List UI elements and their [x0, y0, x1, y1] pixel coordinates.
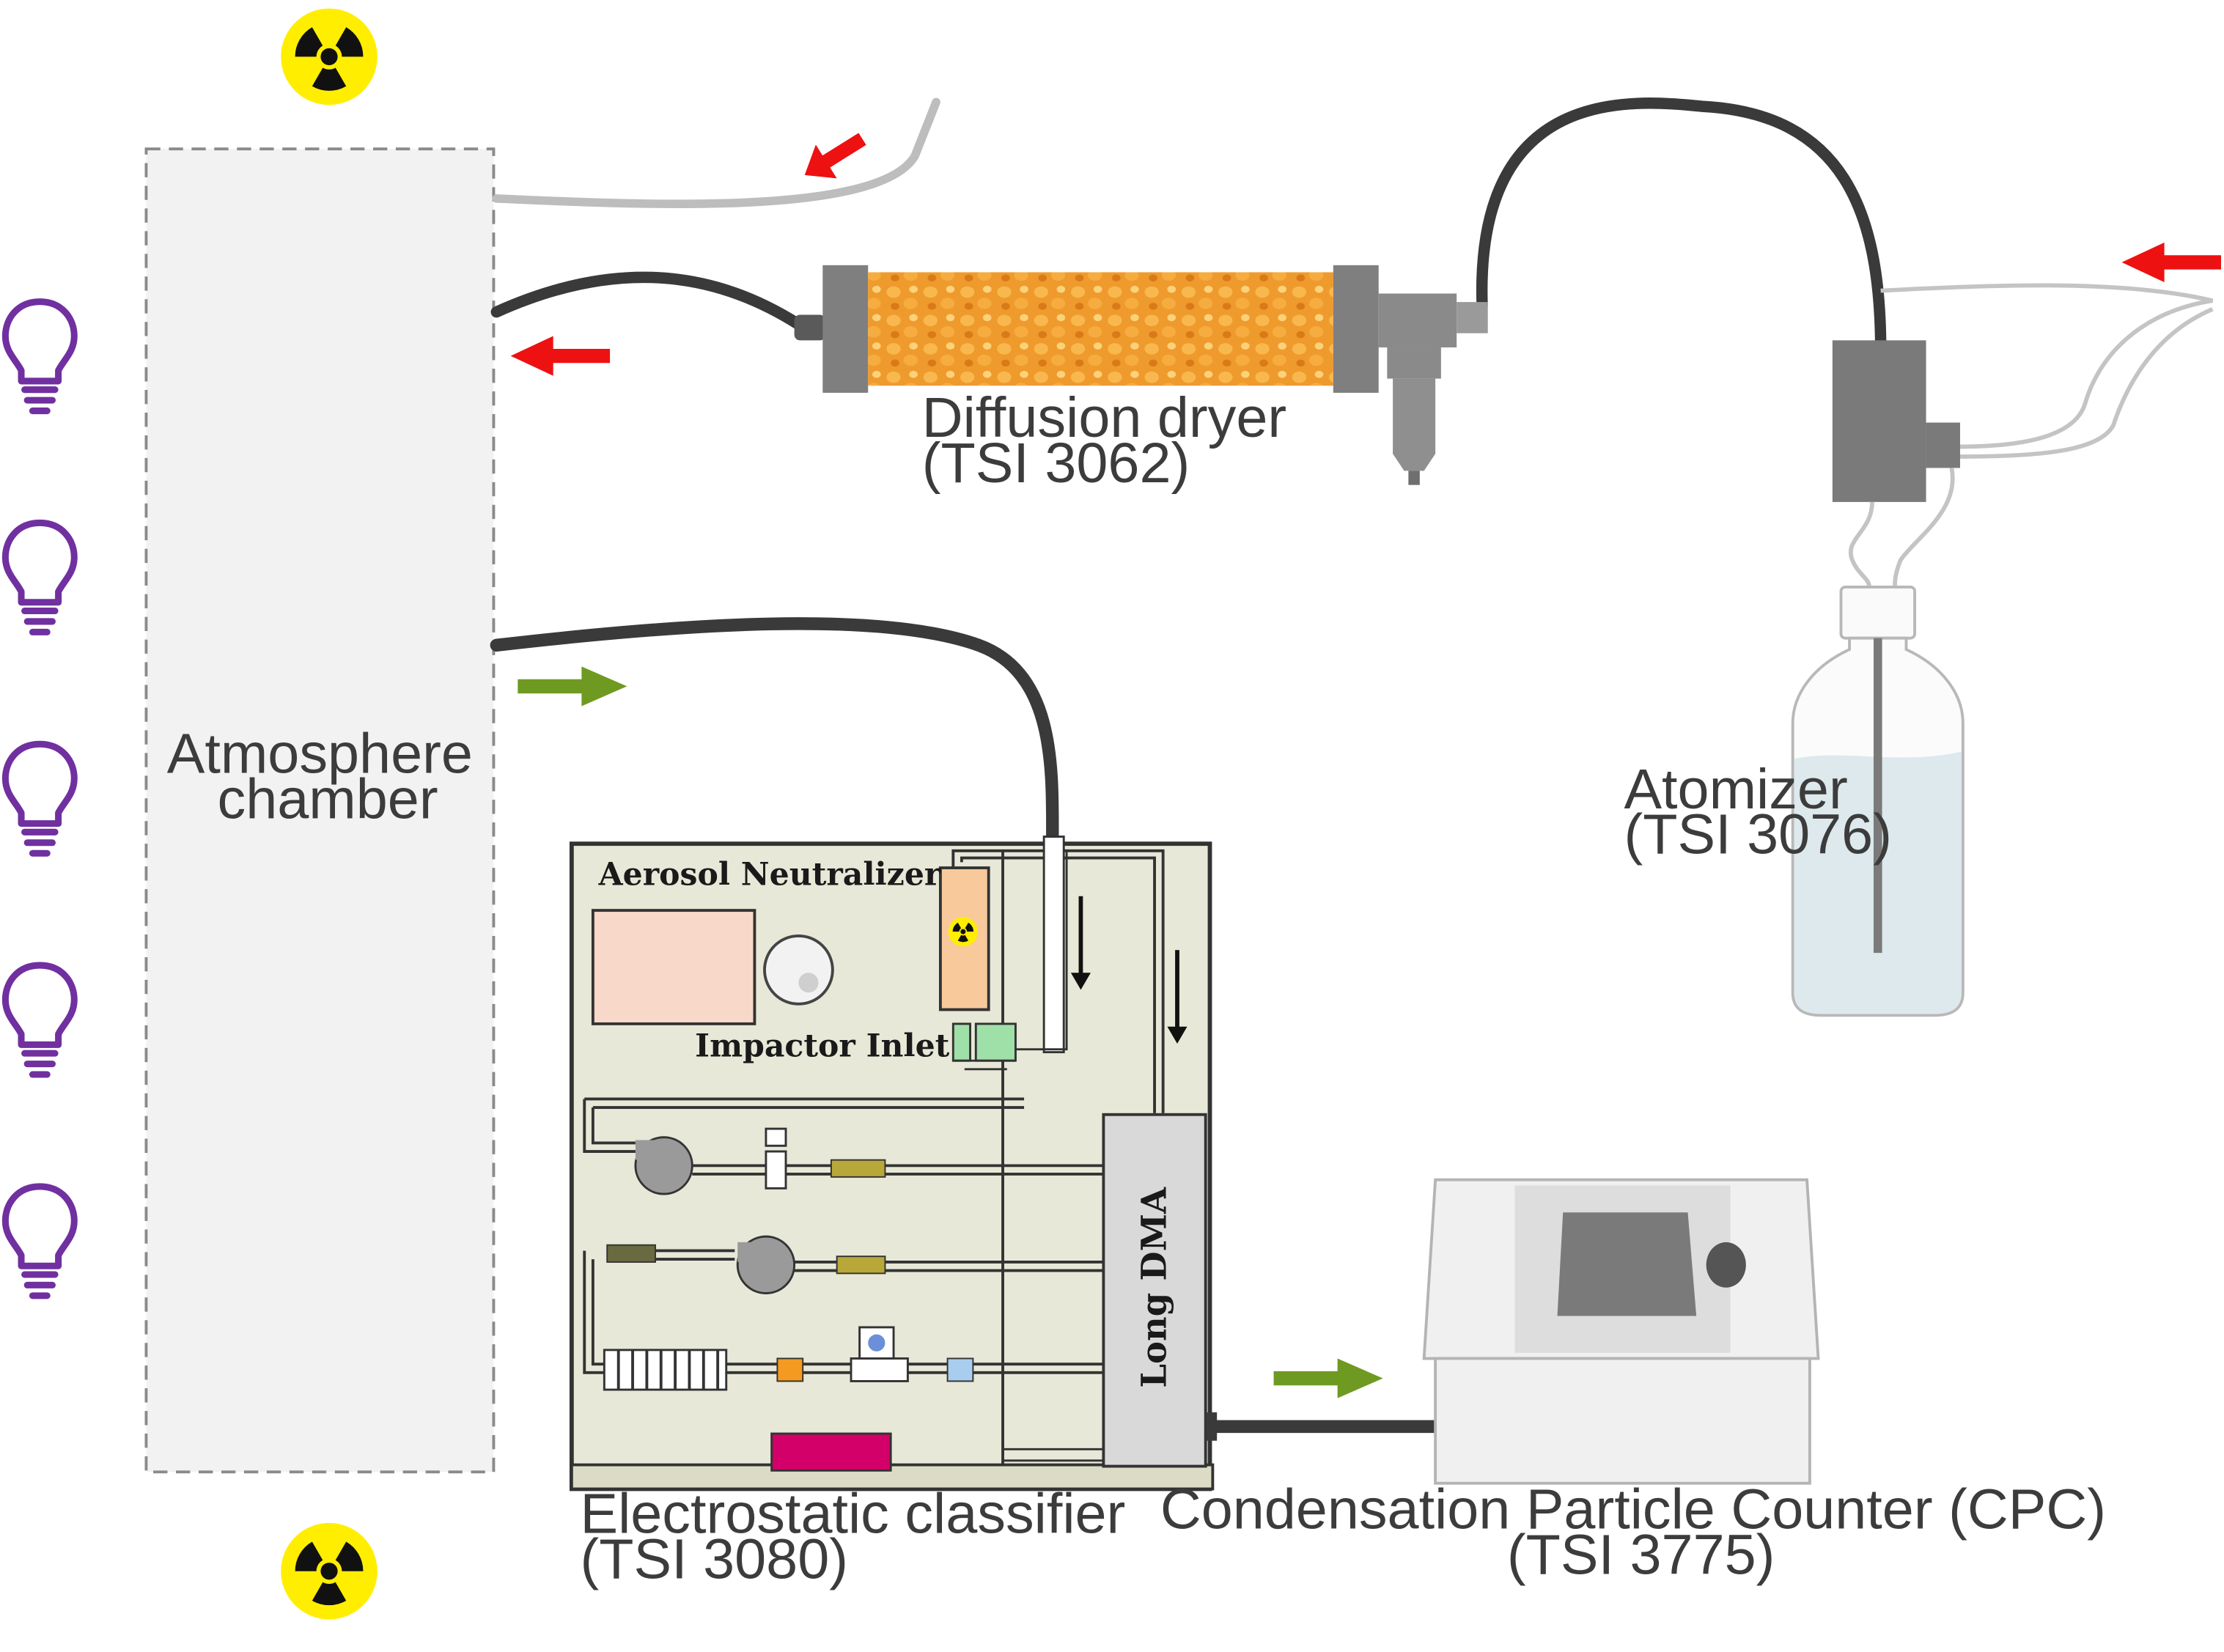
green-arrow-icon — [518, 666, 627, 707]
atmosphere-chamber-box — [144, 147, 496, 1474]
lightbulb-icon — [5, 1187, 74, 1299]
lightbulb-icon — [5, 302, 74, 414]
impactor-inlet-label: Impactor Inlet — [695, 1028, 949, 1064]
lightbulb-icon — [5, 744, 74, 856]
atomizer — [1791, 340, 1965, 1017]
electrostatic-classifier-label: Electrostatic classifier (TSI 3080) — [580, 1482, 1141, 1590]
red-arrow-icon — [2121, 242, 2221, 283]
atomizer-to-dryer-tube — [1476, 97, 1887, 349]
compressed-air-line — [1880, 283, 2214, 449]
condensation-particle-counter — [1422, 1178, 1820, 1485]
radiation-icon — [281, 8, 378, 106]
red-arrow-icon — [804, 133, 866, 179]
diffusion-dryer — [794, 265, 1488, 485]
long-dma-label: Long DMA — [1134, 1187, 1174, 1388]
radiation-icon — [948, 917, 978, 947]
green-arrow-icon — [1273, 1358, 1383, 1398]
lightbulb-icon — [5, 965, 74, 1077]
aerosol-neutralizer-label: Aerosol Neutralizer — [598, 856, 941, 893]
cpc-label: Condensation Particle Counter (CPC) (TSI… — [1160, 1478, 2122, 1587]
atomizer-label: Atomizer (TSI 3076) — [1624, 758, 1892, 866]
lightbulb-icon — [5, 523, 74, 635]
red-arrow-icon — [510, 336, 611, 376]
clean-air-inlet-tube — [492, 97, 940, 209]
chamber-to-classifier-tube — [490, 617, 1059, 850]
radiation-icon — [281, 1522, 378, 1620]
atmosphere-chamber-label: Atmosphere chamber — [167, 722, 489, 830]
dryer-to-chamber-tube — [490, 271, 811, 335]
compressed-air-line — [1957, 307, 2214, 459]
diffusion-dryer-label: Diffusion dryer (TSI 3062) — [922, 386, 1303, 495]
electrostatic-classifier — [569, 836, 1218, 1491]
